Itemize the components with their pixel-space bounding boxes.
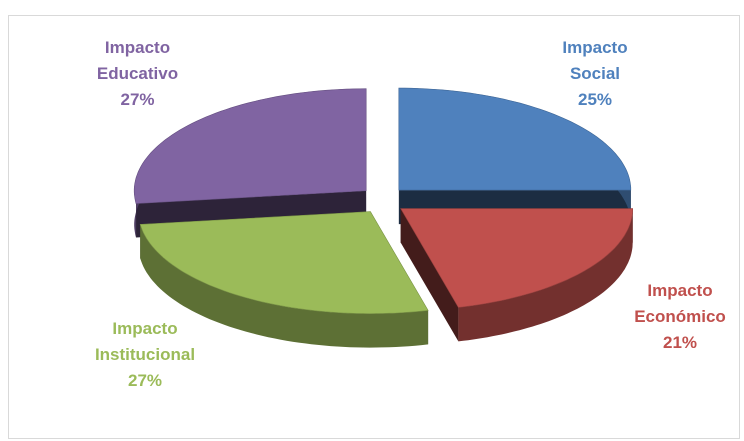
category-label: Impacto Económico <box>634 281 726 326</box>
slice <box>400 208 634 308</box>
category-label: Impacto Educativo <box>96 38 179 83</box>
category-label: Impacto Institucional <box>94 319 196 364</box>
data-label: Impacto Institucional 27% <box>80 316 210 394</box>
data-label: Impacto Educativo 27% <box>80 35 195 113</box>
value-label: 25% <box>577 90 613 109</box>
category-label: Impacto Social <box>562 38 628 83</box>
slice-side <box>458 208 633 342</box>
slice <box>139 211 429 314</box>
slice <box>133 88 367 204</box>
slice-wall <box>400 208 459 342</box>
value-label: 27% <box>127 371 163 390</box>
value-label: 27% <box>120 90 155 109</box>
chart-frame <box>8 15 740 439</box>
data-label: Impacto Económico 21% <box>620 278 740 356</box>
slice-side <box>140 224 429 348</box>
slice <box>398 87 632 191</box>
data-label: Impacto Social 25% <box>540 35 650 113</box>
value-label: 21% <box>662 333 698 352</box>
